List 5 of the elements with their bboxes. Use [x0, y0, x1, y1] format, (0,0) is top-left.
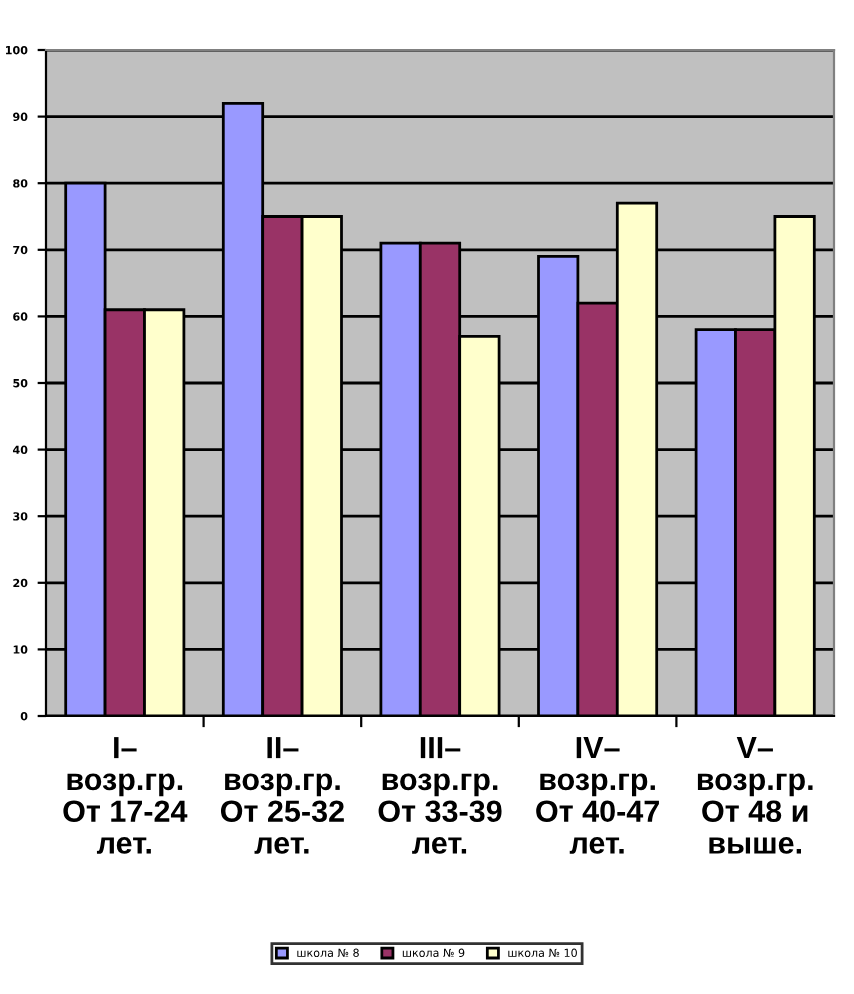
x-tick-label: V– возр.гр. От 48 и выше.: [697, 737, 813, 854]
x-tick-label: IV– возр.гр. От 40-47 лет.: [536, 737, 659, 854]
x-tick-label: III– возр.гр. От 33-39 лет.: [378, 737, 502, 854]
x-tick-label: II– возр.гр. От 25-32 лет.: [220, 737, 344, 854]
x-tick-label: I– возр.гр. От 17-24 лет.: [63, 737, 188, 854]
